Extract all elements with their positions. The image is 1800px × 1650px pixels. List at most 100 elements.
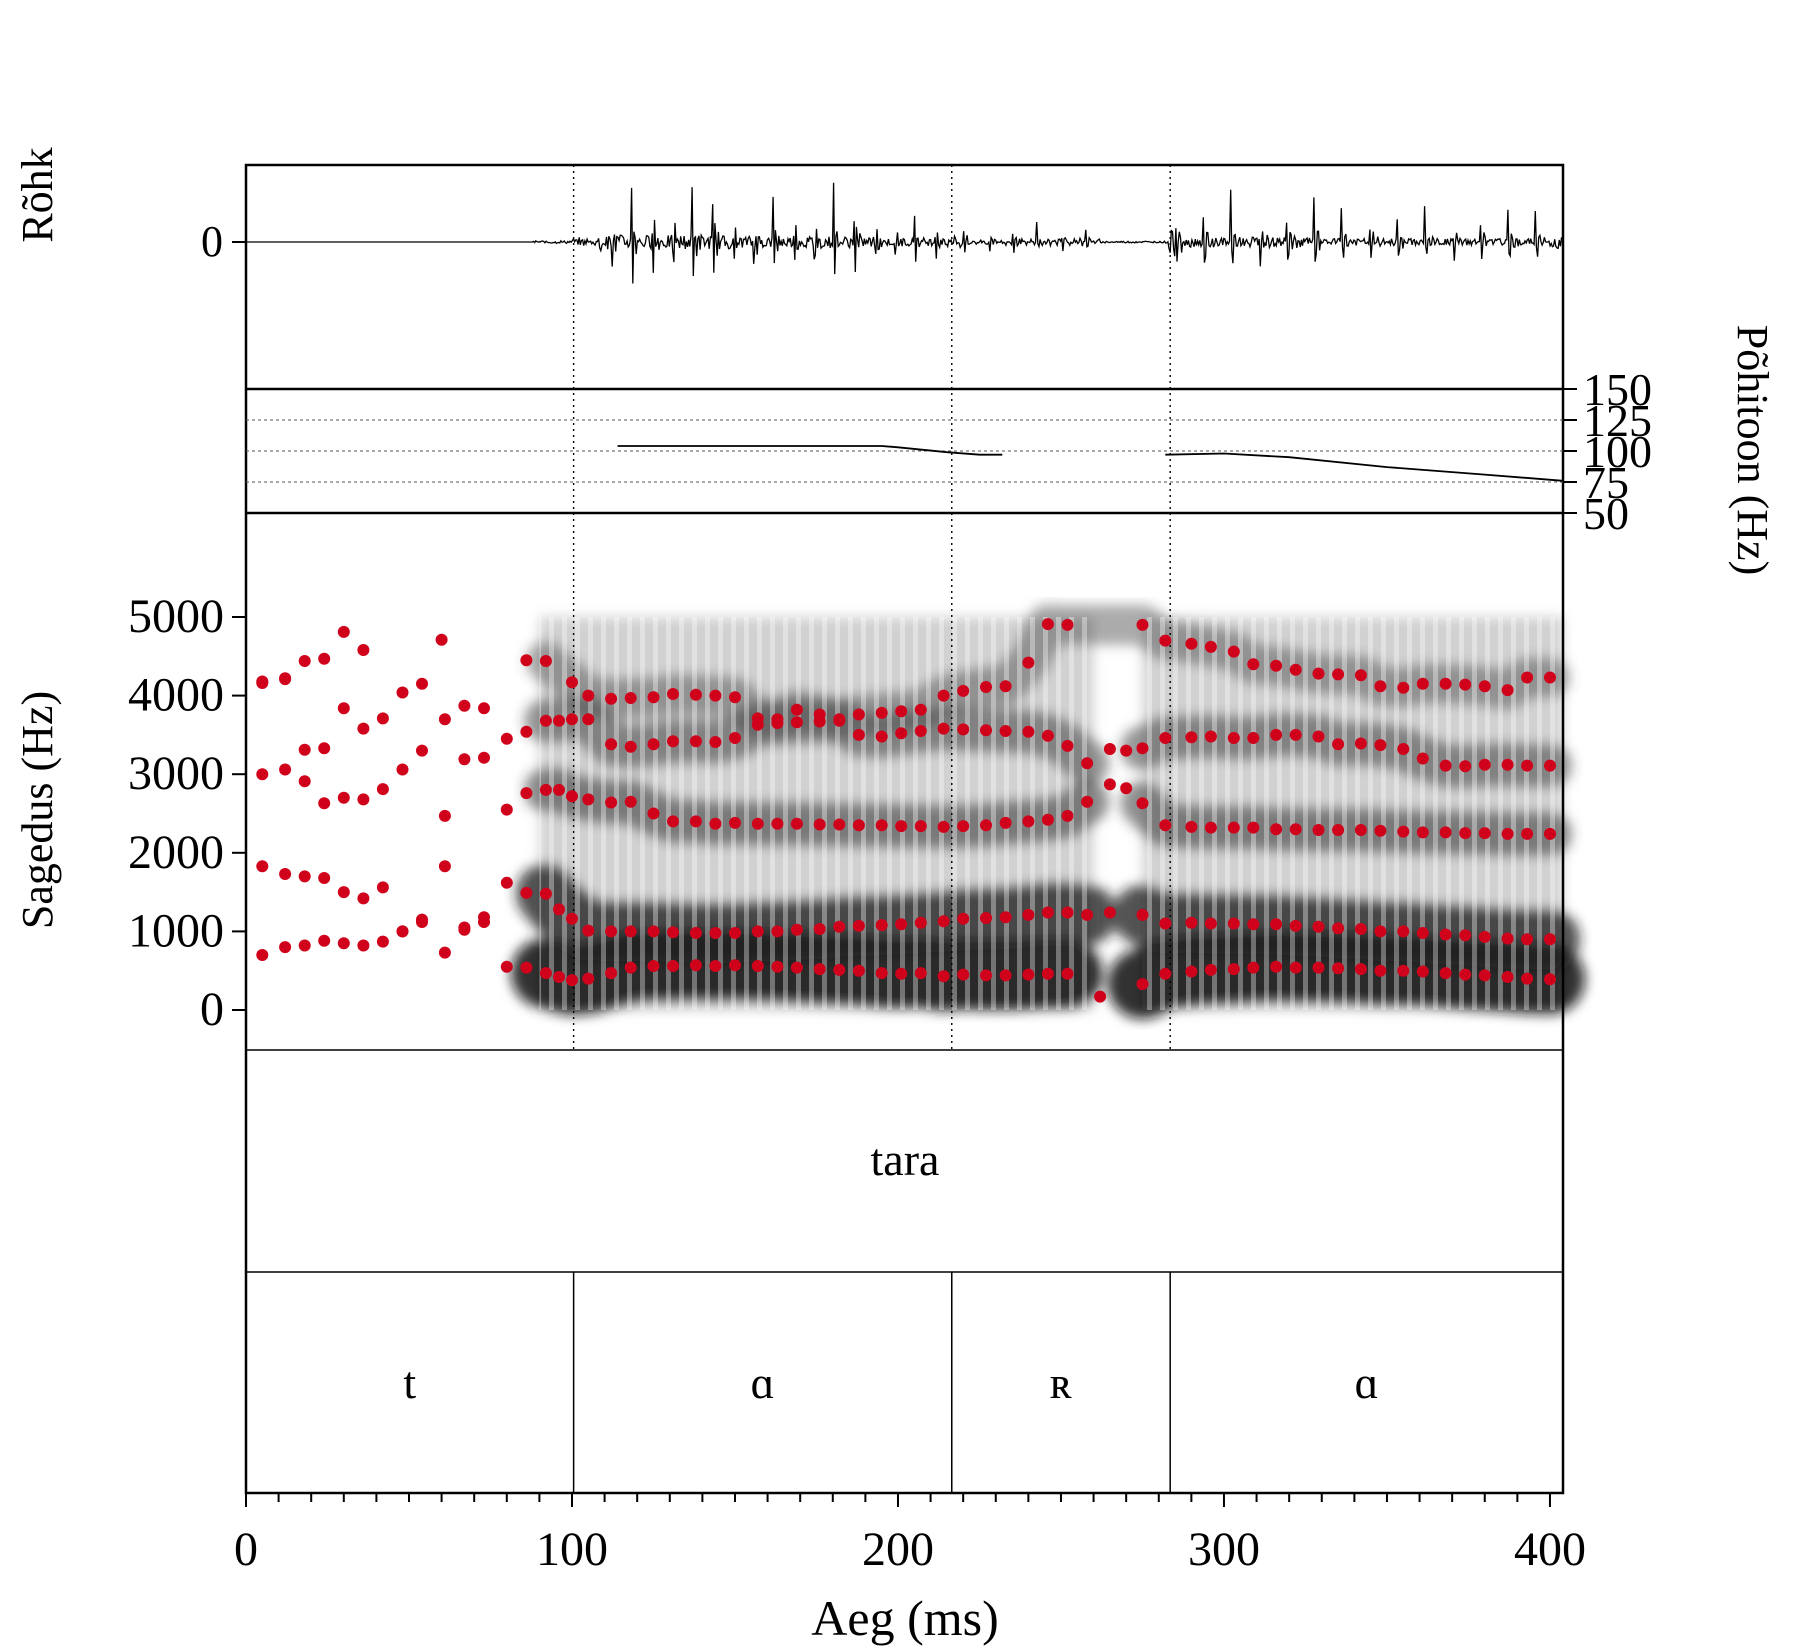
formant-point-f2	[647, 925, 660, 938]
formant-point-f3	[1478, 827, 1491, 840]
formant-point-f2	[337, 886, 350, 899]
formant-point-f1	[980, 969, 992, 982]
formant-point-f5	[980, 681, 992, 693]
segment-label: ɑ	[751, 1357, 775, 1408]
formant-point-f1	[539, 967, 552, 980]
formant-point-f4	[647, 738, 660, 751]
formant-point-f3	[396, 763, 409, 776]
formant-point-f3	[1061, 809, 1074, 822]
formant-point-f2	[500, 876, 513, 889]
formant-point-f4	[478, 702, 490, 715]
formant-point-f2	[1521, 933, 1534, 946]
x-tick-label: 300	[1188, 1523, 1260, 1576]
formant-point-f4	[852, 728, 865, 741]
formant-point-f4	[1374, 739, 1387, 752]
formant-point-f2	[709, 927, 722, 939]
formant-point-f2	[478, 911, 490, 924]
formant-point-f1	[1332, 962, 1345, 975]
formant-point-f3	[357, 793, 370, 806]
formant-point-f3	[1354, 824, 1367, 836]
formant-point-f1	[624, 961, 637, 974]
formant-point-f4	[1416, 752, 1429, 765]
spectrogram-y-tick-label: 3000	[128, 747, 224, 800]
formant-point-f4	[1103, 743, 1116, 755]
formant-point-f3	[1081, 795, 1094, 808]
formant-point-f4	[1289, 728, 1302, 741]
formant-point-f1	[1136, 978, 1149, 991]
formant-point-f5	[1416, 677, 1429, 690]
formant-point-f2	[396, 925, 409, 938]
formant-point-f5	[256, 675, 269, 688]
formant-point-f2	[438, 860, 451, 873]
spectrogram-ylabel: Sagedus (Hz)	[13, 691, 62, 929]
formant-point-f5	[689, 688, 702, 701]
formant-point-f2	[553, 903, 565, 916]
formant-point-f3	[438, 809, 451, 822]
formant-point-f4	[980, 724, 992, 737]
formant-point-f3	[729, 816, 741, 829]
formant-point-f1	[357, 939, 370, 952]
formant-point-f3	[1270, 823, 1283, 836]
segment-label: ɑ	[1355, 1357, 1379, 1408]
formant-point-f4	[895, 727, 908, 740]
formant-point-f1	[999, 969, 1012, 982]
formant-point-f5	[957, 684, 970, 697]
formant-point-f1	[1159, 967, 1172, 980]
formant-point-f1	[1270, 960, 1283, 973]
formant-point-f1	[1501, 971, 1514, 983]
formant-point-f3	[999, 816, 1012, 829]
formant-point-f3	[790, 817, 803, 830]
formant-point-f1	[256, 949, 269, 961]
formant-point-f4	[318, 742, 331, 755]
formant-point-f4	[553, 714, 565, 727]
formant-point-f2	[980, 912, 992, 924]
formant-point-f1	[1061, 967, 1074, 980]
spectrogram-y-tick-label: 0	[200, 983, 224, 1036]
formant-point-f2	[1061, 906, 1074, 919]
formant-point-f3	[1521, 827, 1534, 840]
formant-point-f3	[458, 753, 471, 766]
pitch-series-line	[617, 445, 1003, 456]
formant-point-f1	[729, 959, 741, 972]
formant-point-f4	[957, 723, 970, 736]
formant-point-f4	[376, 712, 389, 725]
formant-point-f4	[1120, 744, 1133, 757]
formant-point-f3	[256, 768, 269, 781]
formant-point-f5	[279, 672, 292, 685]
formant-point-f5	[520, 654, 533, 667]
formant-point-f5	[771, 713, 784, 726]
formant-point-f5	[790, 703, 803, 716]
formant-point-f3	[318, 797, 331, 810]
pitch-y-tick-label: 150	[1583, 364, 1652, 415]
formant-point-f2	[279, 868, 292, 880]
formant-point-f2	[566, 912, 578, 925]
formant-point-f2	[1022, 908, 1035, 921]
formant-point-f4	[1354, 737, 1367, 750]
formant-point-f1	[438, 946, 451, 959]
formant-point-f3	[298, 775, 311, 788]
formant-point-f4	[624, 740, 637, 753]
formant-point-f5	[999, 680, 1012, 693]
formant-point-f5	[1185, 637, 1198, 650]
formant-point-f3	[1459, 827, 1472, 840]
formant-point-f5	[1397, 681, 1410, 694]
formant-point-f5	[357, 644, 370, 656]
formant-point-f1	[1544, 973, 1556, 986]
formant-point-f4	[1159, 732, 1172, 744]
formant-point-f1	[376, 935, 389, 948]
formant-point-f4	[396, 686, 409, 699]
formant-point-f3	[1185, 820, 1198, 833]
formant-point-f3	[416, 744, 428, 757]
formant-point-f4	[1061, 739, 1074, 752]
formant-point-f4	[438, 713, 451, 726]
tick-labels: 0 100 200 300 400010002000300040005000507510…	[128, 364, 1652, 1576]
formant-point-f2	[852, 919, 865, 932]
formant-point-f5	[1136, 618, 1149, 631]
formant-point-f1	[771, 960, 784, 973]
pitch-y-tick-label: 75	[1583, 457, 1629, 508]
formant-point-f3	[279, 763, 292, 776]
formant-point-f5	[1544, 671, 1556, 684]
formant-point-f2	[1416, 927, 1429, 939]
formant-point-f3	[1120, 782, 1133, 795]
formant-point-f5	[318, 652, 331, 665]
